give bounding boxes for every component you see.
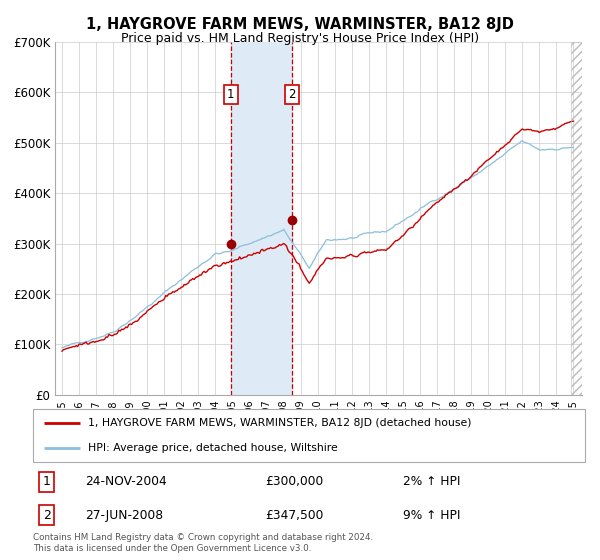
Text: 1: 1 <box>43 475 51 488</box>
Text: 2: 2 <box>43 508 51 521</box>
Text: £347,500: £347,500 <box>265 508 323 521</box>
Text: 1, HAYGROVE FARM MEWS, WARMINSTER, BA12 8JD (detached house): 1, HAYGROVE FARM MEWS, WARMINSTER, BA12 … <box>88 418 472 428</box>
Bar <box>231 42 292 395</box>
Text: Price paid vs. HM Land Registry's House Price Index (HPI): Price paid vs. HM Land Registry's House … <box>121 32 479 45</box>
Text: £300,000: £300,000 <box>265 475 323 488</box>
Text: 2: 2 <box>289 88 296 101</box>
Text: 9% ↑ HPI: 9% ↑ HPI <box>403 508 460 521</box>
FancyBboxPatch shape <box>33 409 585 462</box>
Text: Contains HM Land Registry data © Crown copyright and database right 2024.
This d: Contains HM Land Registry data © Crown c… <box>33 533 373 553</box>
Text: 2% ↑ HPI: 2% ↑ HPI <box>403 475 460 488</box>
Text: 1: 1 <box>227 88 235 101</box>
Text: 1, HAYGROVE FARM MEWS, WARMINSTER, BA12 8JD: 1, HAYGROVE FARM MEWS, WARMINSTER, BA12 … <box>86 17 514 32</box>
Text: 24-NOV-2004: 24-NOV-2004 <box>85 475 167 488</box>
Text: 27-JUN-2008: 27-JUN-2008 <box>85 508 164 521</box>
Text: HPI: Average price, detached house, Wiltshire: HPI: Average price, detached house, Wilt… <box>88 442 338 452</box>
